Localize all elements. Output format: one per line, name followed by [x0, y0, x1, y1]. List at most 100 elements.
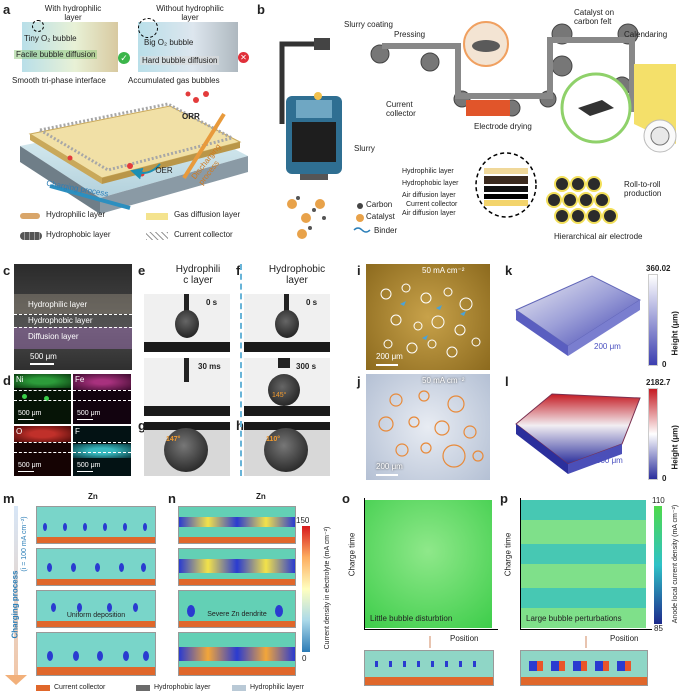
n-caption: Severe Zn dendrite — [207, 611, 267, 618]
n-colorbar — [302, 526, 310, 652]
i-bubbles — [380, 283, 481, 358]
fe-scale: 500 μm — [77, 410, 101, 417]
hydrophobic-legend-swatch — [136, 685, 150, 691]
m-current-label: (i = 100 mA cm⁻²) — [21, 516, 28, 572]
cross-icon: ✕ — [238, 52, 249, 63]
e-t1: 0 s — [206, 298, 218, 307]
m-frame-2 — [36, 548, 156, 586]
ni-scale: 500 μm — [18, 410, 42, 417]
panel-label-j: j — [357, 374, 361, 389]
p-cbar-max: 110 — [652, 496, 665, 505]
n-title: Zn — [256, 492, 266, 501]
panel-c-sem: Hydrophilic layer Hydrophobic layer Diff… — [14, 264, 132, 370]
bottom-legend-1: Current collector — [54, 684, 106, 691]
f-drop-300s: 300 s 145° — [244, 358, 330, 416]
panel-label-a: a — [3, 2, 11, 17]
f-drop-0s: 0 s — [244, 294, 330, 352]
bottom-legend: Current collector Hydrophobic layer Hydr… — [36, 684, 336, 693]
k-scale: 200 μm — [594, 342, 621, 351]
panel-label-n: n — [168, 491, 176, 506]
map-f: F 500 μm — [73, 426, 131, 476]
smooth-label: Smooth tri-phase interface — [12, 76, 106, 85]
electrode-drying-label: Electrode drying — [474, 122, 532, 131]
big-bubble-label: Big O₂ bubble — [144, 38, 194, 47]
m-title: Zn — [88, 492, 98, 501]
fe-label: Fe — [75, 375, 85, 384]
roll-label: Roll-to-roll production — [624, 180, 662, 198]
with-hydrophilic-title: With hydrophilic layer — [44, 4, 102, 22]
n-cbar-max: 150 — [296, 516, 310, 525]
sem-hydrophobic-label: Hydrophobic layer — [28, 316, 93, 325]
h-angle: 110° — [266, 436, 281, 443]
hard-label: Hard bubble diffusion — [140, 56, 220, 65]
g-angle: 147° — [166, 436, 181, 443]
p-x-axis — [520, 629, 652, 630]
collector-swatch — [146, 232, 168, 240]
k-axis: Height (μm) — [670, 311, 680, 356]
h-drop: 110° — [244, 422, 330, 476]
stack-layer-5: Air diffusion layer — [402, 210, 456, 217]
n-frame-1 — [178, 506, 296, 544]
legend-collector: Current collector — [174, 230, 233, 239]
o-sim — [364, 650, 494, 686]
map-fe: Fe 500 μm — [73, 374, 131, 424]
panel-i-micrograph: 50 mA cm⁻² 200 μm — [366, 264, 490, 370]
slurry-label: Slurry — [354, 144, 375, 153]
f-scale: 500 μm — [77, 462, 101, 469]
o-map: Little bubble disturbtion — [364, 500, 492, 628]
f-label: F — [75, 427, 80, 436]
j-bubbles — [378, 390, 484, 468]
o-x-label: Position — [450, 634, 479, 643]
tiny-bubble-label: Tiny O₂ bubble — [24, 34, 77, 43]
m-frame-1 — [36, 506, 156, 544]
panel-label-p: p — [500, 491, 508, 506]
panel-label-k: k — [505, 263, 513, 278]
panel-label-m: m — [3, 491, 15, 506]
dash-line-2 — [14, 327, 132, 328]
legend-gdl: Gas diffusion layer — [174, 210, 241, 219]
p-y-axis — [520, 498, 521, 630]
panel-label-o: o — [342, 491, 350, 506]
p-colorbar — [654, 506, 662, 624]
o-x-axis — [364, 629, 498, 630]
p-sim — [520, 650, 648, 686]
calendaring-label: Calendaring — [624, 30, 668, 39]
bottom-legend-3: Hydrophilic layerr — [250, 684, 305, 691]
panel-label-f: f — [236, 263, 241, 278]
n-frame-3: Severe Zn dendrite — [178, 590, 296, 628]
p-caption: Large bubble perturbations — [526, 614, 622, 623]
tiny-bubble-icon — [32, 20, 44, 32]
e-drop-30ms: 30 ms — [144, 358, 230, 416]
panel-label-h: h — [236, 418, 244, 433]
catalyst-label: Catalyst — [366, 212, 395, 221]
facile-label: Facile bubble diffusion — [14, 50, 98, 59]
e-title: Hydrophili c layer — [175, 264, 221, 286]
f-angle: 145° — [272, 392, 287, 399]
j-scale: 200 μm — [376, 462, 403, 471]
check-icon: ✓ — [118, 52, 130, 64]
panel-label-i: i — [357, 263, 361, 278]
n-frame-2 — [178, 548, 296, 586]
map-ni: Ni 500 μm — [14, 374, 71, 424]
hydrophobic-swatch — [20, 232, 42, 240]
hydrophilic-band — [14, 294, 132, 314]
map-o: O 500 μm — [14, 426, 71, 476]
carbon-label: Carbon — [366, 200, 393, 209]
o-caption: Little bubble disturbtion — [370, 614, 453, 623]
current-collector-label: Current collector — [386, 100, 416, 118]
n-frame-4 — [178, 632, 296, 676]
legend-hydrophilic: Hydrophilic layer — [46, 210, 106, 219]
binder-label: Binder — [374, 226, 398, 235]
legend-hydrophobic: Hydrophobic layer — [46, 230, 111, 239]
panel-j-micrograph: 50 mA cm⁻² 200 μm — [366, 374, 490, 480]
panel-label-g: g — [138, 418, 146, 433]
f-t2: 300 s — [296, 362, 317, 371]
stack-layer-1: Hydrophilic layer — [402, 168, 454, 175]
panel-label-l: l — [505, 374, 509, 389]
p-cbar-min: 85 — [654, 624, 663, 633]
stack-layer-3: Air diffusion layer — [402, 192, 456, 199]
l-scale: 500 μm — [596, 456, 623, 465]
sem-diffusion-label: Diffusion layer — [28, 332, 79, 341]
pressing-label: Pressing — [394, 30, 426, 39]
panel-label-e: e — [138, 263, 146, 278]
